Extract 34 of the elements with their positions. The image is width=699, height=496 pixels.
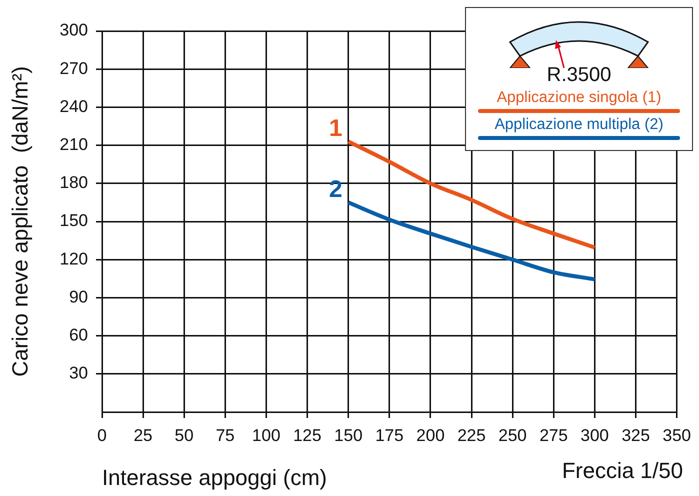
y-tick-label: 300	[60, 20, 88, 40]
y-tick-label: 120	[60, 249, 88, 268]
x-tick-label: 350	[662, 426, 692, 445]
line-series	[346, 139, 597, 250]
y-axis-title: Carico neve applicato (daN/m²)	[7, 66, 32, 377]
x-tick-label: 0	[97, 426, 107, 445]
y-tick-label: 210	[60, 134, 88, 154]
x-tick-label: 175	[375, 426, 404, 445]
x-tick-label: 325	[622, 426, 650, 445]
x-tick-label: 225	[457, 426, 486, 445]
x-tick-label: 200	[416, 426, 445, 445]
text: Freccia 1/50	[562, 458, 683, 484]
x-tick-label: 275	[539, 426, 568, 445]
annotation: R.3500	[546, 64, 612, 87]
x-tick-label: 300	[580, 426, 609, 445]
legend-frame: R.3500 Applicazione singola (1) Applicazione multipla (2)	[465, 7, 693, 151]
x-tick-label: 50	[174, 426, 194, 445]
x-tick-label: 125	[293, 426, 322, 445]
x-tick-label: 75	[216, 426, 235, 445]
annotation: 2	[328, 176, 342, 204]
x-axis-title: Interasse appoggi (cm)	[102, 464, 327, 490]
x-tick-label: 100	[252, 426, 280, 445]
y-tick-label: 30	[69, 364, 88, 383]
y-tick-label: 60	[69, 325, 88, 344]
y-tick-label: 90	[69, 287, 88, 306]
y-tick-label: 180	[60, 173, 88, 192]
x-tick-label: 250	[498, 426, 527, 445]
x-tick-label: 25	[134, 426, 153, 445]
y-tick-label: 150	[60, 211, 88, 230]
annotation: 1	[328, 115, 342, 142]
x-tick-label: 150	[334, 426, 363, 445]
y-tick-label: 270	[60, 58, 88, 78]
line-series	[346, 200, 597, 282]
y-tick-label: 240	[60, 96, 88, 116]
